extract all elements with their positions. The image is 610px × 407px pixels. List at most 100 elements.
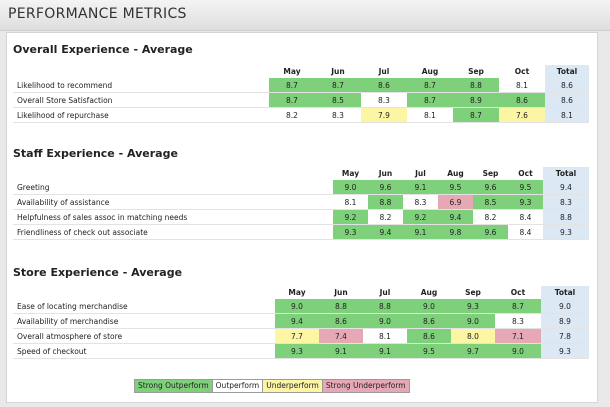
section-title-store: Store Experience - Average xyxy=(13,266,183,279)
value-cell: 9.6 xyxy=(473,180,508,195)
value-cell: 9.1 xyxy=(363,343,407,359)
row-label: Availability of assistance xyxy=(13,194,333,210)
value-cell: 8.2 xyxy=(473,209,508,225)
value-cell: 8.6 xyxy=(407,328,451,344)
header-month: Aug xyxy=(420,288,438,297)
value-cell: 9.0 xyxy=(451,313,495,329)
table-row: Speed of checkout 9.3 9.1 9.1 9.5 9.7 9.… xyxy=(13,343,589,359)
value-cell: 8.1 xyxy=(499,78,545,93)
table-header-row: May Jun Jul Aug Sep Oct Total xyxy=(13,167,589,180)
value-cell: 9.0 xyxy=(407,299,451,314)
value-cell: 9.3 xyxy=(275,343,319,359)
row-label: Overall Store Satisfaction xyxy=(13,92,269,108)
value-cell: 9.2 xyxy=(403,209,438,225)
value-cell: 8.0 xyxy=(451,328,495,344)
value-cell: 9.0 xyxy=(275,299,319,314)
header-month: Oct xyxy=(514,67,530,76)
table-row: Availability of merchandise 9.4 8.6 9.0 … xyxy=(13,313,589,329)
value-cell: 8.3 xyxy=(495,313,541,329)
value-cell: 8.7 xyxy=(269,92,315,108)
total-cell: 7.8 xyxy=(541,328,589,344)
header-month: Jul xyxy=(415,169,426,178)
header-month: Sep xyxy=(482,169,499,178)
row-label: Friendliness of check out associate xyxy=(13,224,333,240)
row-label: Greeting xyxy=(13,180,333,195)
value-cell: 8.4 xyxy=(508,209,543,225)
value-cell: 8.8 xyxy=(319,299,363,314)
value-cell: 8.4 xyxy=(508,224,543,240)
header-month: May xyxy=(341,169,360,178)
value-cell: 9.6 xyxy=(368,180,403,195)
total-cell: 9.0 xyxy=(541,299,589,314)
header-total: Total xyxy=(545,65,589,78)
value-cell: 8.2 xyxy=(368,209,403,225)
row-label: Helpfulness of sales assoc in matching n… xyxy=(13,209,333,225)
value-cell: 7.9 xyxy=(361,107,407,123)
total-cell: 8.9 xyxy=(541,313,589,329)
header-month: May xyxy=(288,288,306,297)
legend-strong-underperform: Strong Underperform xyxy=(322,380,409,392)
value-cell: 8.8 xyxy=(363,299,407,314)
table-row: Likelihood of repurchase 8.2 8.3 7.9 8.1… xyxy=(13,107,589,123)
header-blank xyxy=(13,167,333,180)
page-title: PERFORMANCE METRICS xyxy=(8,6,187,22)
value-cell: 9.0 xyxy=(495,343,541,359)
legend-outperform: Outperform xyxy=(212,380,264,392)
store-experience-table: May Jun Jul Aug Sep Oct Total Ease of lo… xyxy=(13,286,589,359)
header-month: Oct xyxy=(518,169,533,178)
table-row: Helpfulness of sales assoc in matching n… xyxy=(13,209,589,225)
value-cell: 8.6 xyxy=(361,78,407,93)
header-month: Jul xyxy=(378,67,390,76)
value-cell: 8.3 xyxy=(361,92,407,108)
value-cell: 9.5 xyxy=(407,343,451,359)
value-cell: 8.7 xyxy=(407,92,453,108)
value-cell: 9.1 xyxy=(319,343,363,359)
section-title-staff: Staff Experience - Average xyxy=(13,147,178,160)
header-blank xyxy=(13,65,269,78)
value-cell: 9.6 xyxy=(473,224,508,240)
table-row: Availability of assistance 8.1 8.8 8.3 6… xyxy=(13,194,589,210)
value-cell: 9.8 xyxy=(438,224,473,240)
value-cell: 8.6 xyxy=(499,92,545,108)
value-cell: 8.1 xyxy=(363,328,407,344)
table-row: Greeting 9.0 9.6 9.1 9.5 9.6 9.5 9.4 xyxy=(13,180,589,195)
performance-legend: Strong Outperform Outperform Underperfor… xyxy=(134,379,410,393)
total-cell: 8.6 xyxy=(545,92,589,108)
value-cell: 8.7 xyxy=(269,78,315,93)
value-cell: 9.5 xyxy=(508,180,543,195)
row-label: Likelihood to recommend xyxy=(13,78,269,93)
total-cell: 9.3 xyxy=(543,224,589,240)
value-cell: 9.3 xyxy=(333,224,368,240)
row-label: Availability of merchandise xyxy=(13,313,275,329)
header-month: Jun xyxy=(331,67,345,76)
value-cell: 8.7 xyxy=(453,107,499,123)
value-cell: 7.1 xyxy=(495,328,541,344)
total-cell: 8.6 xyxy=(545,78,589,93)
value-cell: 8.1 xyxy=(407,107,453,123)
value-cell: 8.7 xyxy=(407,78,453,93)
legend-underperform: Underperform xyxy=(263,380,323,392)
table-row: Overall atmosphere of store 7.7 7.4 8.1 … xyxy=(13,328,589,344)
header-month: Jun xyxy=(378,169,393,178)
total-cell: 8.8 xyxy=(543,209,589,225)
header-month: Sep xyxy=(468,67,484,76)
value-cell: 9.4 xyxy=(275,313,319,329)
row-label: Likelihood of repurchase xyxy=(13,107,269,123)
row-label: Overall atmosphere of store xyxy=(13,328,275,344)
staff-experience-table: May Jun Jul Aug Sep Oct Total Greeting 9… xyxy=(13,167,589,240)
header-month: May xyxy=(283,67,301,76)
table-row: Friendliness of check out associate 9.3 … xyxy=(13,224,589,240)
header-total: Total xyxy=(541,286,589,299)
value-cell: 8.9 xyxy=(453,92,499,108)
value-cell: 8.6 xyxy=(319,313,363,329)
header-blank xyxy=(13,286,275,299)
total-cell: 9.4 xyxy=(543,180,589,195)
table-row: Overall Store Satisfaction 8.7 8.5 8.3 8… xyxy=(13,92,589,108)
header-month: Jul xyxy=(379,288,391,297)
table-header-row: May Jun Jul Aug Sep Oct Total xyxy=(13,286,589,299)
value-cell: 9.2 xyxy=(333,209,368,225)
value-cell: 9.3 xyxy=(451,299,495,314)
header-total: Total xyxy=(543,167,589,180)
value-cell: 8.5 xyxy=(315,92,361,108)
value-cell: 9.1 xyxy=(403,224,438,240)
